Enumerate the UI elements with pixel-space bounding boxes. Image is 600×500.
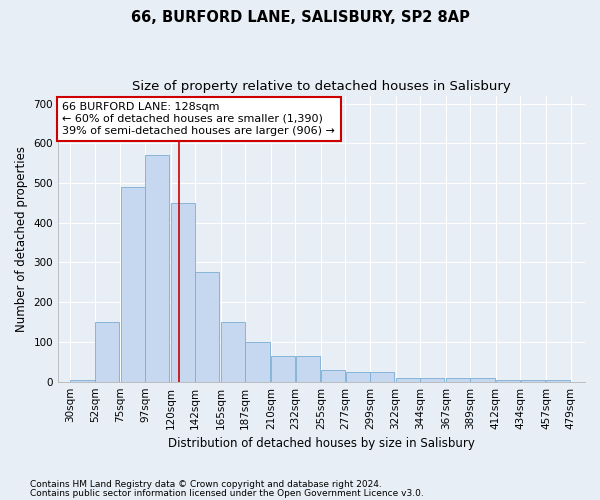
Y-axis label: Number of detached properties: Number of detached properties	[15, 146, 28, 332]
Title: Size of property relative to detached houses in Salisbury: Size of property relative to detached ho…	[132, 80, 511, 93]
Bar	[70, 380, 95, 382]
Bar	[121, 187, 145, 382]
Bar	[245, 342, 269, 382]
Bar	[370, 372, 394, 382]
Bar	[446, 378, 470, 382]
Bar	[171, 203, 195, 382]
Bar	[346, 372, 370, 382]
Bar	[546, 380, 571, 382]
Text: Contains public sector information licensed under the Open Government Licence v3: Contains public sector information licen…	[30, 488, 424, 498]
Text: 66 BURFORD LANE: 128sqm
← 60% of detached houses are smaller (1,390)
39% of semi: 66 BURFORD LANE: 128sqm ← 60% of detache…	[62, 102, 335, 136]
Bar	[496, 380, 520, 382]
Bar	[296, 356, 320, 382]
Bar	[321, 370, 346, 382]
Bar	[221, 322, 245, 382]
X-axis label: Distribution of detached houses by size in Salisbury: Distribution of detached houses by size …	[168, 437, 475, 450]
Bar	[95, 322, 119, 382]
Bar	[271, 356, 295, 382]
Bar	[470, 378, 494, 382]
Text: 66, BURFORD LANE, SALISBURY, SP2 8AP: 66, BURFORD LANE, SALISBURY, SP2 8AP	[131, 10, 469, 25]
Bar	[145, 155, 169, 382]
Bar	[396, 378, 420, 382]
Text: Contains HM Land Registry data © Crown copyright and database right 2024.: Contains HM Land Registry data © Crown c…	[30, 480, 382, 489]
Bar	[521, 380, 545, 382]
Bar	[195, 272, 220, 382]
Bar	[420, 378, 445, 382]
